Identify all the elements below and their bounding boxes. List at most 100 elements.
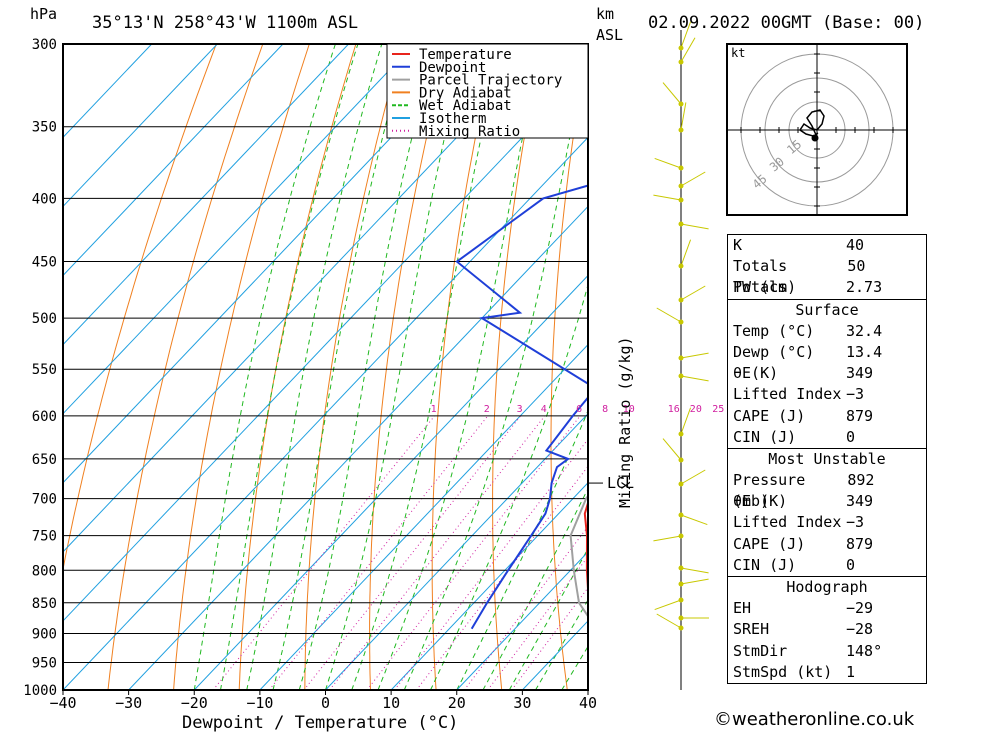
wind-barb-dot (678, 45, 684, 51)
wind-barb-dot (678, 221, 684, 227)
km-label: km (596, 5, 614, 23)
wind-barb-dot (678, 625, 684, 631)
mixing-ratio-tick-label: 1 (431, 404, 437, 415)
mixing-ratio-tick-label: 20 (690, 404, 702, 415)
wet-adiabat-line (377, 44, 543, 690)
isotherm-line (63, 44, 546, 553)
surface-row: θE(K) 349 (733, 364, 874, 383)
dry-adiabat-line (107, 44, 264, 690)
mixing-ratio-tick-label: 10 (623, 404, 635, 415)
index-row-totals: Totals Totals 50 (733, 257, 866, 297)
dry-adiabat-line (550, 44, 588, 690)
isotherm-line (63, 44, 284, 277)
hodograph-title: Hodograph (786, 578, 868, 596)
pressure-tick-label: 600 (32, 409, 57, 425)
legend-label: Wet Adiabat (419, 98, 512, 114)
mu-row: Pressure (mb) 892 (733, 471, 875, 511)
most-unstable-section: Most Unstable Pressure (mb) 892 θE (K) 349… (727, 447, 927, 576)
hodograph-storm-motion-dot (811, 134, 819, 142)
wet-adiabat-line (351, 44, 503, 690)
isotherm-line (63, 44, 153, 139)
pressure-tick-label: 1000 (23, 683, 57, 699)
wet-adiabat-line (220, 44, 359, 690)
isotherm-line (193, 274, 588, 690)
wind-barb (680, 21, 692, 49)
hodo-row: EH −29 (733, 599, 874, 618)
mixing-ratio-line (511, 586, 588, 690)
asl-label: ASL (596, 26, 623, 44)
surface-row: CAPE (J) 879 (733, 406, 874, 425)
wind-barb-dot (678, 481, 684, 487)
legend-box (386, 43, 589, 139)
wind-barb-dot (678, 59, 684, 65)
temperature-tick-label: 20 (448, 694, 466, 712)
wind-barb (680, 514, 708, 526)
mixing-ratio-line (394, 438, 588, 690)
wind-barb (680, 102, 687, 131)
wind-barb (680, 352, 709, 359)
hodo-row: StmSpd (kt) 1 (733, 662, 856, 681)
wind-barb-dot (678, 457, 684, 463)
mu-row: θE (K) 349 (733, 492, 874, 511)
location-title: 35°13'N 258°43'W 1100m ASL (92, 13, 358, 33)
mixing-ratio-line (416, 465, 588, 690)
wind-barb (656, 613, 682, 629)
pressure-tick-label: 800 (32, 563, 57, 579)
wind-barb-dot (678, 597, 684, 603)
wind-barb-dot (678, 297, 684, 303)
wind-barb (680, 239, 692, 267)
mu-row: Lifted Index −3 (733, 513, 865, 532)
parcel-trajectory-line (569, 494, 588, 618)
hodograph-section: Hodograph EH −29 SREH −28 StmDir 148° StmSp… (727, 576, 927, 684)
wind-barb (680, 171, 706, 187)
pressure-unit-label: hPa (30, 5, 57, 23)
dry-adiabat-line (431, 44, 496, 690)
wind-barb (680, 223, 709, 230)
temperature-line (583, 499, 588, 604)
wind-barb (680, 407, 692, 435)
wind-barb (680, 37, 696, 63)
wind-barb (680, 578, 709, 585)
mixing-ratio-line (303, 415, 522, 690)
wind-barb (662, 82, 682, 105)
isotherm-line (63, 44, 349, 346)
legend-label: Mixing Ratio (419, 124, 520, 140)
pressure-tick-label: 650 (32, 452, 57, 468)
wind-barb (680, 375, 709, 382)
wind-barb-dot (678, 197, 684, 203)
surface-row: Lifted Index −3 (733, 385, 865, 404)
plot-frame (62, 43, 589, 691)
pressure-tick-label: 700 (32, 492, 57, 508)
wind-barb (653, 194, 682, 201)
wet-adiabat-line (482, 487, 588, 690)
most-unstable-title: Most Unstable (768, 449, 886, 468)
dry-adiabat-line (961, 44, 1000, 690)
temperature-tick-label: 10 (382, 694, 400, 712)
pressure-tick-label: 850 (32, 596, 57, 612)
mixing-ratio-line (366, 415, 581, 690)
wind-barb-dot (678, 431, 684, 437)
pressure-tick-label: 400 (32, 191, 57, 207)
mixing-ratio-tick-label: 16 (668, 404, 680, 415)
isotherm-line (63, 44, 218, 208)
mixing-ratio-tick-label: 25 (712, 404, 724, 415)
wind-barb (654, 157, 682, 169)
wind-barb-dot (678, 127, 684, 133)
index-row-k: K 40 (733, 236, 865, 254)
isotherm-line (259, 343, 588, 690)
mixing-ratio-tick-label: 8 (602, 404, 608, 415)
legend-label: Temperature (419, 47, 512, 63)
wind-barb-dot (678, 355, 684, 361)
hodo-row: SREH −28 (733, 620, 874, 639)
pressure-tick-label: 300 (32, 37, 57, 53)
index-row-pw: PW (cm) 2.73 (733, 278, 883, 297)
isotherm-line (63, 44, 481, 484)
hodo-row: StmDir 148° (733, 641, 883, 660)
surface-row: CIN (J) 0 (733, 427, 856, 446)
pressure-tick-label: 750 (32, 529, 57, 545)
temperature-tick-label: −30 (115, 694, 142, 712)
wet-adiabat-line (246, 44, 383, 690)
